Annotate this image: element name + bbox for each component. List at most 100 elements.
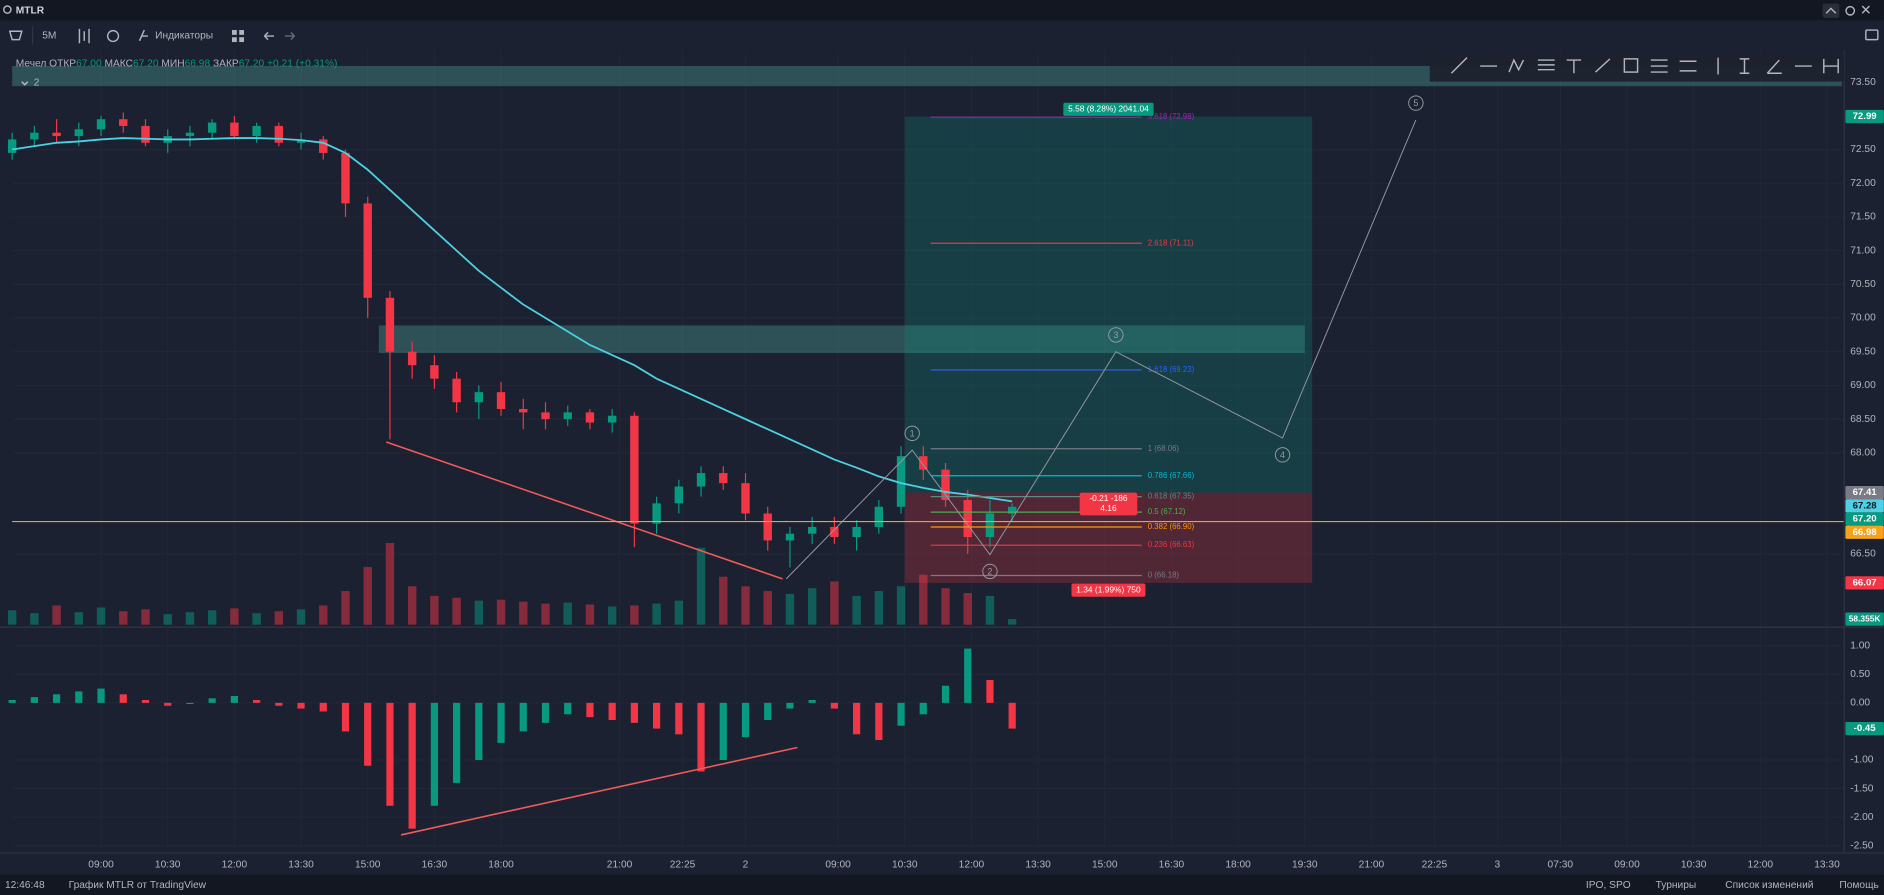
candle-body [296, 139, 306, 143]
tool-measure[interactable] [1739, 58, 1750, 75]
candle-body [430, 365, 439, 379]
candle-body [941, 469, 950, 501]
close-icon[interactable] [1861, 5, 1870, 14]
tool-range[interactable] [1679, 60, 1697, 72]
y-tick-label: -1.00 [1850, 755, 1874, 766]
price-badge-label: 67.41 [1853, 487, 1878, 498]
y-tick-label: 68.00 [1850, 448, 1876, 459]
pane-toggle-icon[interactable] [21, 81, 29, 86]
settings-icon[interactable] [1845, 5, 1856, 16]
footer-link[interactable]: Список изменений [1725, 880, 1813, 891]
collapse-button[interactable] [1822, 3, 1840, 19]
price-badge [1845, 576, 1884, 590]
x-tick-label: 13:30 [1025, 860, 1051, 871]
candle-body [496, 392, 506, 410]
volume-bar [874, 591, 884, 625]
x-tick-label: 21:00 [607, 860, 633, 871]
macd-bar [697, 702, 705, 772]
y-tick-label: 69.00 [1850, 380, 1876, 391]
candle-body [963, 500, 972, 538]
candle-body [696, 473, 706, 487]
search-icon[interactable] [3, 5, 12, 14]
top-bar [0, 0, 1884, 21]
volume-bar [474, 600, 484, 625]
fib-label: 0.5 (67.12) [1148, 507, 1186, 516]
macd-bar [519, 702, 527, 732]
macd-bar [1008, 702, 1016, 729]
tool-date-range[interactable] [1823, 58, 1839, 74]
tool-rect[interactable] [1623, 58, 1639, 73]
volume-bar [985, 595, 995, 625]
price-badge-label: 72.99 [1853, 111, 1877, 122]
position-target-label-box [1063, 102, 1154, 116]
layout-icon[interactable] [232, 30, 237, 35]
y-tick-label: 69.50 [1850, 346, 1876, 357]
redo-icon[interactable] [284, 31, 295, 41]
candle-body [630, 415, 639, 524]
tool-trendline[interactable] [1450, 57, 1468, 74]
undo-icon[interactable] [263, 31, 275, 41]
candle-body [185, 132, 195, 137]
divergence-line [400, 746, 798, 836]
layout-icon [239, 37, 245, 43]
cart-icon[interactable] [8, 30, 23, 41]
y-tick-label: 71.50 [1850, 212, 1876, 223]
macd-bar [830, 702, 838, 709]
legend-value: 67.20 [239, 58, 265, 69]
footer-link[interactable]: Помощь [1839, 880, 1878, 891]
candle-body [230, 122, 239, 137]
candle-body [52, 132, 61, 137]
tool-pattern[interactable] [1508, 58, 1525, 73]
volume-bar [919, 574, 928, 625]
x-tick-label: 2 [743, 860, 749, 871]
volume-bar [963, 592, 972, 625]
fib-label: 0.618 (67.35) [1148, 492, 1195, 501]
fib-label: 0.382 (66.90) [1148, 522, 1195, 531]
price-badge [1845, 109, 1884, 124]
candle-body [719, 473, 728, 484]
x-tick-label: 10:30 [1681, 860, 1707, 871]
pane-count[interactable]: 2 [34, 78, 40, 89]
volume-bar [52, 605, 61, 625]
volume-bar [7, 610, 17, 625]
volume-bar [719, 576, 728, 625]
tool-angle[interactable] [1766, 59, 1782, 75]
macd-bar [653, 702, 661, 729]
indicators-button[interactable]: Индикаторы [155, 31, 213, 42]
macd-bar [119, 694, 127, 703]
x-tick-label: 10:30 [155, 860, 181, 871]
credit[interactable]: График MTLR от TradingView [69, 879, 207, 891]
y-tick-label: 72.50 [1850, 144, 1876, 155]
volume-bar [830, 581, 839, 625]
footer-link[interactable]: Турниры [1656, 880, 1697, 891]
tool-brush[interactable] [1595, 58, 1611, 73]
position-stop-label-box [1071, 583, 1146, 597]
tool-text[interactable] [1566, 59, 1582, 74]
indicators-icon [138, 29, 148, 42]
compare-icon[interactable] [106, 29, 120, 43]
x-tick-label: 12:00 [959, 860, 985, 871]
macd-bar [541, 702, 550, 723]
legend-label: ОТКР [49, 58, 76, 69]
macd-bar [564, 702, 572, 715]
footer-link[interactable]: IPO, SPO [1586, 880, 1631, 891]
macd-bar [75, 691, 83, 703]
macd-bar [319, 702, 327, 712]
macd-bar [408, 702, 416, 829]
interval[interactable]: 5M [42, 31, 56, 42]
tool-fib[interactable] [1537, 59, 1555, 71]
volume-bar [519, 601, 528, 625]
symbol[interactable]: MTLR [16, 6, 45, 17]
position-pnl-label: -0.21 -186 [1089, 493, 1128, 503]
macd-bar [586, 702, 594, 718]
volume-bar [30, 613, 39, 625]
camera-icon[interactable] [1865, 29, 1879, 41]
tool-channel[interactable] [1650, 59, 1668, 73]
x-tick-label: 10:30 [892, 860, 918, 871]
chart-type-icon[interactable] [78, 28, 90, 44]
macd-bar [30, 697, 38, 703]
candle-body [874, 506, 884, 527]
macd-bar [741, 702, 750, 738]
